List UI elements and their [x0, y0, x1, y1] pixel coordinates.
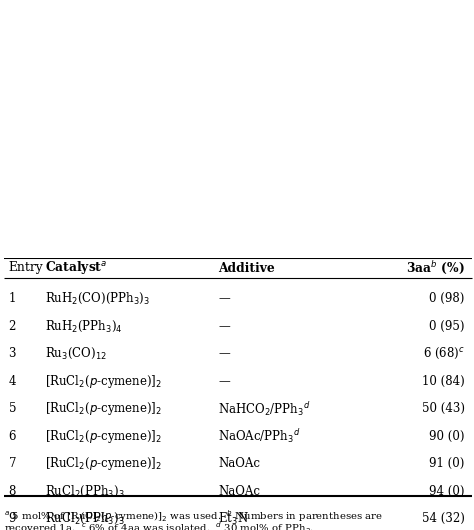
Text: 3aa: 3aa — [344, 135, 366, 146]
Text: 94 (0): 94 (0) — [429, 485, 465, 498]
Text: $^{a}$ 5 mol% of [RuCl$_2$($p$-cymene)]$_2$ was used.  $^{b}$ Numbers in parenth: $^{a}$ 5 mol% of [RuCl$_2$($p$-cymene)]$… — [4, 508, 383, 524]
Text: Et$_3$N: Et$_3$N — [218, 511, 249, 527]
Text: NaHCO$_2$/PPh$_3$$^{d}$: NaHCO$_2$/PPh$_3$$^{d}$ — [218, 400, 310, 418]
Text: 50 (43): 50 (43) — [421, 402, 465, 415]
Text: —: — — [218, 375, 230, 388]
Text: [RuCl$_2$($p$-cymene)]$_2$: [RuCl$_2$($p$-cymene)]$_2$ — [45, 400, 162, 417]
Text: 91 (0): 91 (0) — [429, 457, 465, 470]
Text: —: — — [218, 347, 230, 360]
Text: 6 (68)$^{c}$: 6 (68)$^{c}$ — [423, 346, 465, 361]
Text: Ru (10 mol %),: Ru (10 mol %), — [185, 99, 260, 108]
Text: Entry: Entry — [9, 261, 43, 275]
Text: (not observed): (not observed) — [354, 227, 426, 236]
Text: 9: 9 — [9, 513, 16, 525]
Text: 3aa$^{b}$ (%): 3aa$^{b}$ (%) — [406, 260, 465, 277]
Text: 3: 3 — [9, 347, 16, 360]
Text: 10 (84): 10 (84) — [422, 375, 465, 388]
Text: Ru$_3$(CO)$_{12}$: Ru$_3$(CO)$_{12}$ — [45, 346, 107, 361]
Text: toluene (1 mL): toluene (1 mL) — [185, 127, 260, 136]
Text: 1a: 1a — [57, 213, 73, 224]
Text: 54 (32): 54 (32) — [422, 513, 465, 525]
Text: (1 mmol): (1 mmol) — [133, 227, 177, 236]
Text: RuCl$_2$(PPh$_3$)$_3$: RuCl$_2$(PPh$_3$)$_3$ — [45, 511, 125, 526]
Text: NaOAc/PPh$_3$$^{d}$: NaOAc/PPh$_3$$^{d}$ — [218, 427, 301, 445]
Text: 5aa: 5aa — [379, 213, 401, 224]
Text: recovered 1a.  $^{c}$ 6% of 4aa was isolated.  $^{d}$ 30 mol% of PPh$_3$.: recovered 1a. $^{c}$ 6% of 4aa was isola… — [4, 520, 314, 530]
Text: NaOAc: NaOAc — [218, 485, 260, 498]
Text: —: — — [218, 292, 230, 305]
Text: 5: 5 — [9, 402, 16, 415]
Text: additive (25 mol %): additive (25 mol %) — [185, 112, 284, 121]
Text: —: — — [218, 320, 230, 333]
Text: 6: 6 — [9, 430, 16, 443]
Text: NaOAc: NaOAc — [218, 457, 260, 470]
Text: 2a: 2a — [147, 213, 163, 224]
Text: Catalyst$^{a}$: Catalyst$^{a}$ — [45, 260, 108, 277]
Text: RuH$_2$(CO)(PPh$_3$)$_3$: RuH$_2$(CO)(PPh$_3$)$_3$ — [45, 291, 150, 306]
Text: Additive: Additive — [218, 261, 275, 275]
Text: 7: 7 — [9, 457, 16, 470]
Text: 1: 1 — [9, 292, 16, 305]
Text: (0.5 mmol): (0.5 mmol) — [38, 227, 92, 236]
Text: RuCl$_2$(PPh$_3$)$_3$: RuCl$_2$(PPh$_3$)$_3$ — [45, 484, 125, 499]
Text: [RuCl$_2$($p$-cymene)]$_2$: [RuCl$_2$($p$-cymene)]$_2$ — [45, 373, 162, 390]
Text: 0 (95): 0 (95) — [429, 320, 465, 333]
Text: 90 (0): 90 (0) — [429, 430, 465, 443]
Text: [RuCl$_2$($p$-cymene)]$_2$: [RuCl$_2$($p$-cymene)]$_2$ — [45, 428, 162, 445]
Text: 0 (98): 0 (98) — [429, 292, 465, 305]
Text: 2: 2 — [9, 320, 16, 333]
Text: 4: 4 — [9, 375, 16, 388]
Text: [RuCl$_2$($p$-cymene)]$_2$: [RuCl$_2$($p$-cymene)]$_2$ — [45, 455, 162, 472]
Text: RuH$_2$(PPh$_3$)$_4$: RuH$_2$(PPh$_3$)$_4$ — [45, 319, 123, 334]
Text: 4aa: 4aa — [419, 135, 441, 146]
Bar — [0, 0, 474, 258]
Text: 100 °C, 4 h: 100 °C, 4 h — [185, 140, 242, 149]
Text: 8: 8 — [9, 485, 16, 498]
